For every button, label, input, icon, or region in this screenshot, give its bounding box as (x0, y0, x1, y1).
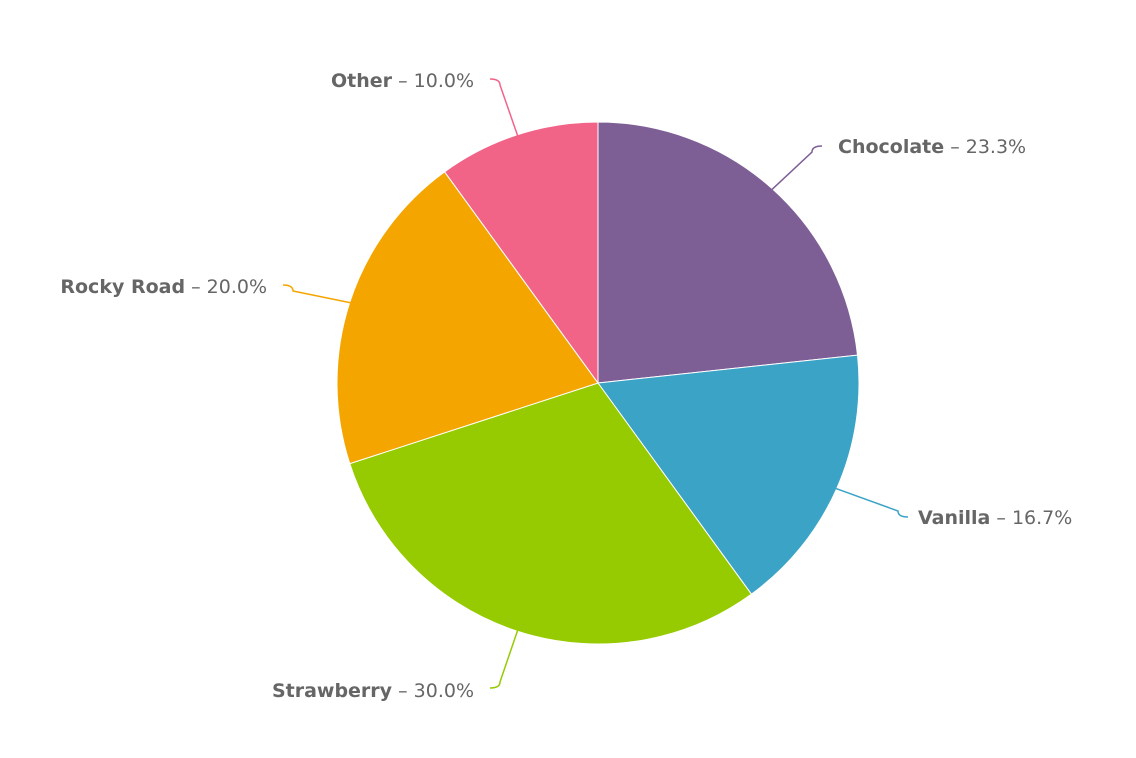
data-label: Rocky Road – 20.0% (60, 276, 267, 298)
data-label: Strawberry – 30.0% (272, 680, 474, 702)
data-label: Other – 10.0% (331, 70, 474, 92)
connector-line (489, 629, 519, 689)
data-label-value: – 20.0% (185, 276, 267, 298)
data-label-name: Other (331, 70, 393, 92)
connector-line (834, 487, 909, 518)
connector-line (770, 145, 823, 191)
data-label-name: Chocolate (838, 136, 944, 158)
data-label-value: – 23.3% (944, 136, 1026, 158)
connector-line (282, 284, 352, 304)
data-label-value: – 16.7% (990, 507, 1072, 529)
data-label-value: – 30.0% (392, 680, 474, 702)
data-label-name: Rocky Road (60, 276, 185, 298)
data-label-value: – 10.0% (392, 70, 474, 92)
data-label: Vanilla – 16.7% (918, 507, 1072, 529)
data-label-name: Strawberry (272, 680, 393, 702)
pie-slice-chocolate[interactable] (597, 121, 859, 384)
data-label: Chocolate – 23.3% (838, 136, 1026, 158)
data-label-name: Vanilla (918, 507, 990, 529)
connector-line (489, 78, 519, 137)
